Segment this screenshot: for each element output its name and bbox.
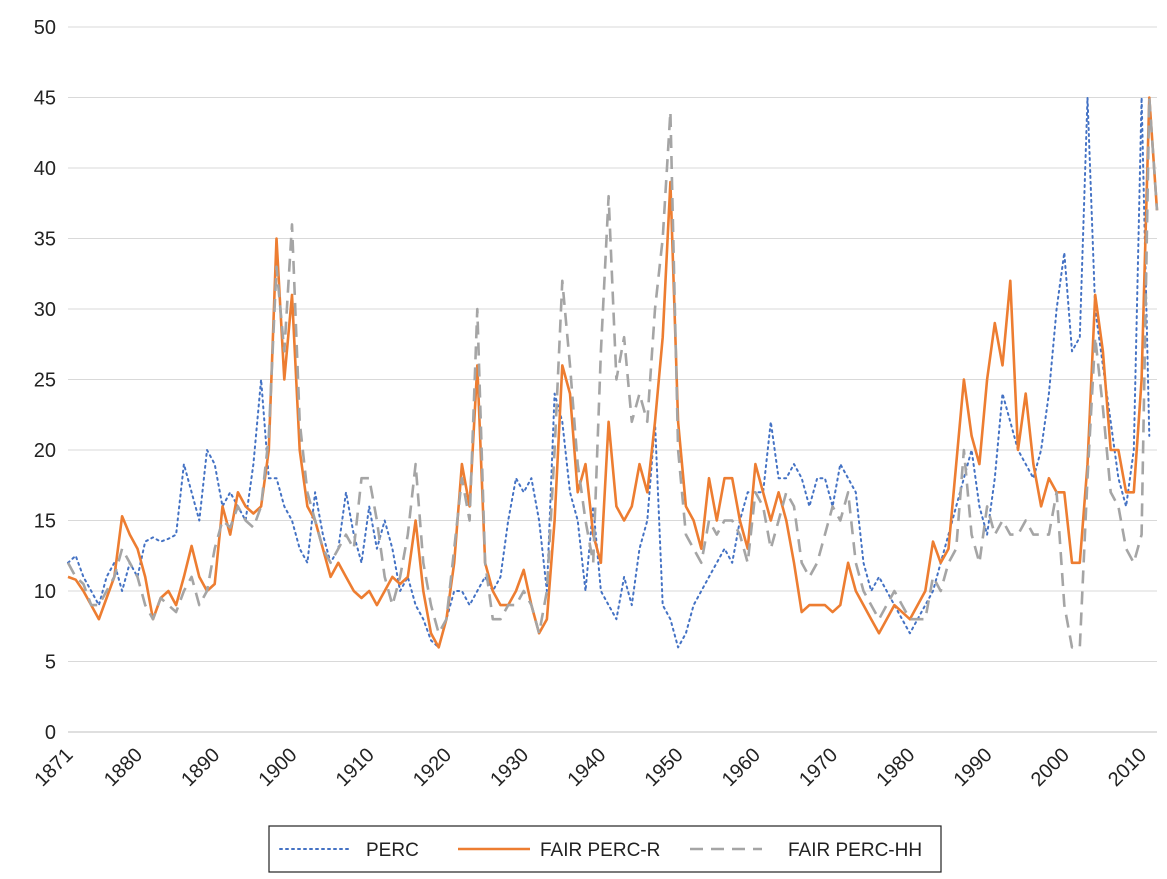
x-tick-label: 1970: [795, 744, 842, 791]
y-tick-label: 0: [45, 722, 56, 744]
x-tick-label: 1950: [641, 744, 688, 791]
x-tick-label: 1890: [177, 744, 224, 791]
x-tick-label: 1990: [950, 744, 997, 791]
series-line-perc: [67, 96, 1151, 649]
x-tick-label: 1920: [409, 744, 456, 791]
y-tick-label: 45: [34, 88, 56, 110]
x-tick-label: 1980: [872, 744, 919, 791]
series-line-fair-perc-hh: [66, 96, 1159, 649]
y-tick-label: 30: [34, 299, 56, 321]
x-tick-label: 1880: [100, 744, 147, 791]
y-tick-label: 40: [34, 158, 56, 180]
series-line-fair-perc-r: [67, 96, 1159, 649]
legend-label: FAIR PERC-HH: [788, 840, 922, 861]
legend: PERC FAIR PERC-R FAIR PERC-HH: [268, 825, 942, 873]
y-tick-label: 15: [34, 511, 56, 533]
y-tick-label: 5: [45, 652, 56, 674]
y-tick-label: 20: [34, 440, 56, 462]
x-tick-label: 1871: [31, 744, 78, 791]
x-tick-label: 1930: [486, 744, 533, 791]
x-tick-label: 1960: [718, 744, 765, 791]
y-tick-label: 25: [34, 370, 56, 392]
legend-label: PERC: [366, 840, 419, 861]
gridlines: [68, 26, 1157, 733]
legend-label: FAIR PERC-R: [540, 840, 660, 861]
series-lines: [66, 96, 1159, 649]
x-axis: 1871 1880 1890 1900 1910 1920 1930 1940 1950 1960…: [31, 744, 1152, 791]
y-axis: 0 5 10 15 20 25 30 35 40 45 50: [34, 17, 56, 744]
x-tick-label: 1910: [332, 744, 379, 791]
x-tick-label: 2010: [1104, 744, 1151, 791]
x-tick-label: 1940: [563, 744, 610, 791]
x-tick-label: 2000: [1027, 744, 1074, 791]
legend-box: [268, 825, 942, 873]
y-tick-label: 10: [34, 581, 56, 603]
y-tick-label: 50: [34, 17, 56, 39]
y-tick-label: 35: [34, 229, 56, 251]
x-tick-label: 1900: [254, 744, 301, 791]
